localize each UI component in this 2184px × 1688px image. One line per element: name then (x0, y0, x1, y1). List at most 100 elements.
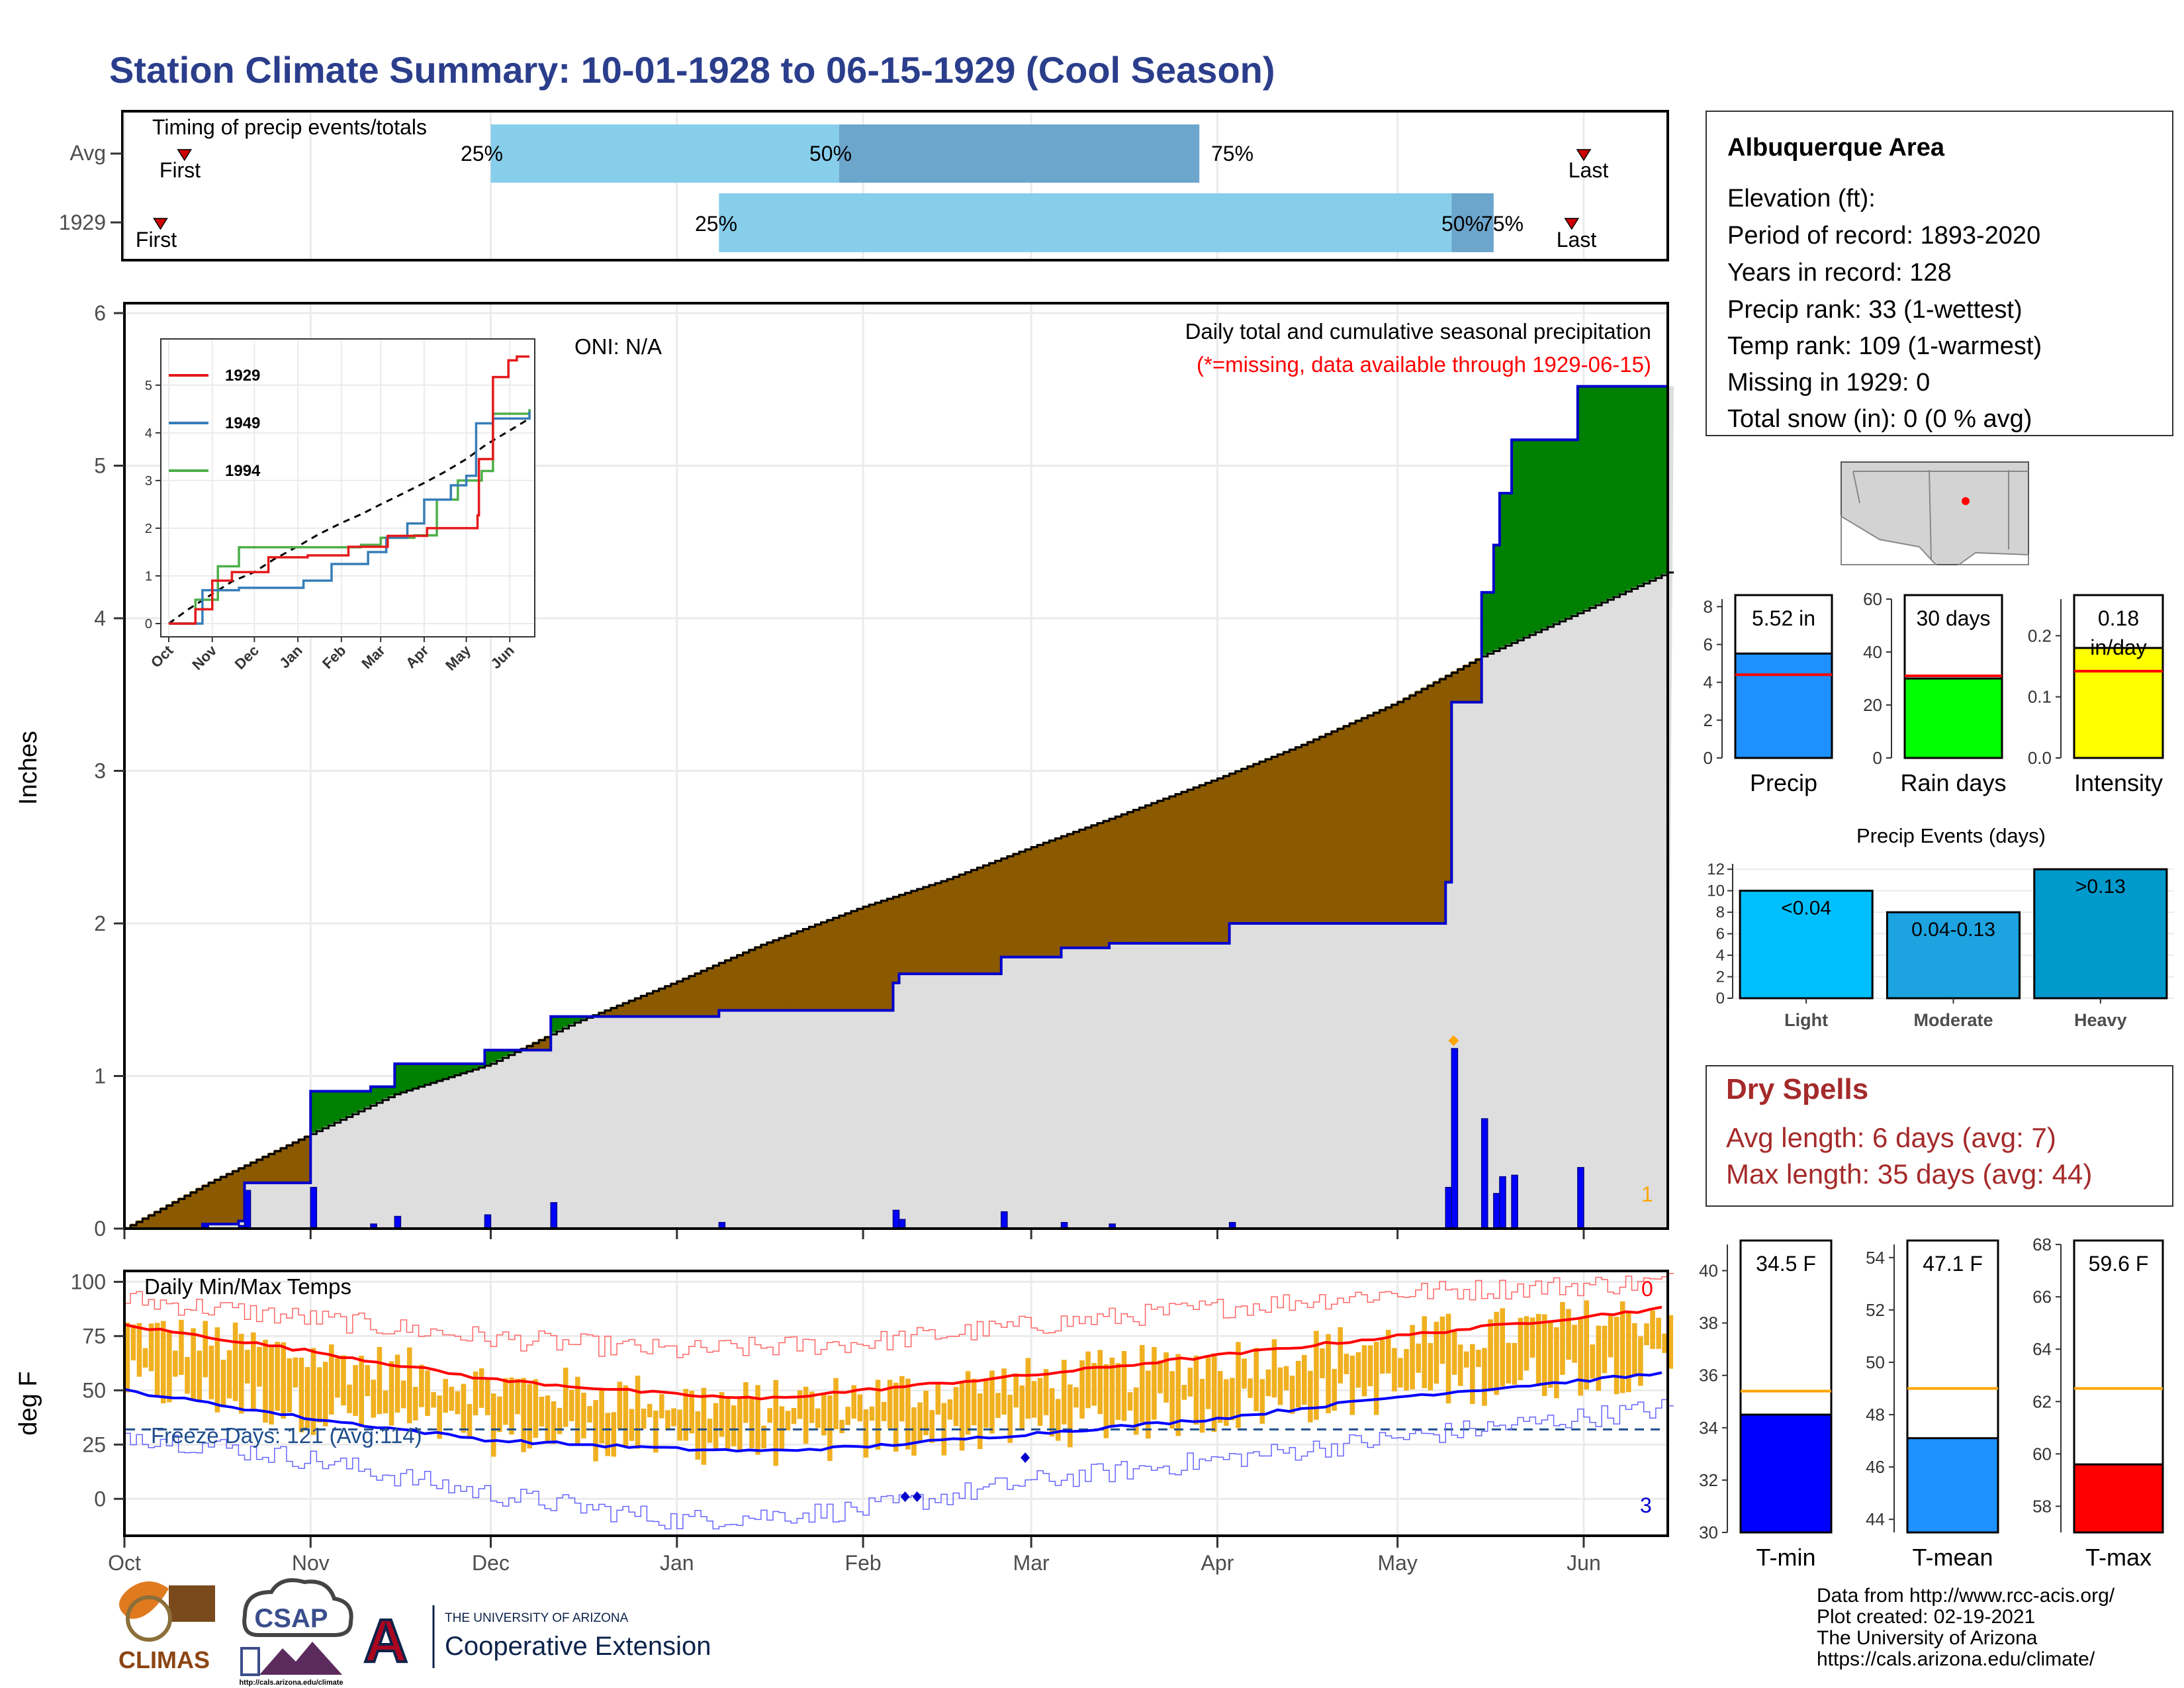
mini-bar-value (2073, 1463, 2164, 1534)
temperature-summary-charts: 30 32 34 36 38 40 34.5 F T-min 44 46 48 50 52 54 47.1 … (1699, 1235, 2176, 1571)
events-bar (2033, 868, 2168, 1000)
precip-deficit-area (539, 1039, 545, 1051)
precip-deficit-area (238, 1166, 246, 1221)
temp-daily-range-bar (1404, 1348, 1409, 1391)
precip-deficit-area (1391, 703, 1398, 923)
temp-daily-range-bar (406, 1347, 412, 1424)
mini-y-tick-label: 2 (1704, 710, 1713, 730)
mini-y-tick-label: 32 (1699, 1470, 1718, 1490)
precip-deficit-area (214, 1178, 221, 1225)
precip-cumulative-line (124, 385, 1668, 1230)
precip-daily-bar (550, 1202, 558, 1229)
precip-deficit-area (1361, 716, 1368, 923)
timing-1929-25-label: 25% (695, 212, 737, 236)
precip-deficit-area (244, 1164, 251, 1183)
precip-daily-bar (1480, 1118, 1488, 1229)
precip-surplus-area (412, 1064, 420, 1088)
record-low-marker (912, 1491, 922, 1502)
precip-deficit-area (983, 864, 990, 974)
precip-deficit-area (1205, 782, 1212, 943)
precip-surplus-area (418, 1064, 426, 1086)
temp-daily-range-bar (1554, 1327, 1559, 1399)
csap-logo-text: CSAP (254, 1604, 328, 1633)
temp-daily-range-bar (503, 1378, 508, 1425)
precip-surplus-area (310, 1091, 317, 1133)
precip-deficit-area (256, 1158, 263, 1183)
timing-first-marker (177, 149, 193, 162)
precip-deficit-area (641, 994, 648, 1017)
temp-daily-range-bar (845, 1407, 850, 1425)
precip-deficit-area (905, 892, 912, 974)
temp-daily-range-bar (275, 1342, 280, 1411)
precip-surplus-area (371, 1086, 377, 1105)
temp-daily-range-bar (1482, 1348, 1487, 1406)
precip-deficit-area (688, 974, 696, 1017)
temp-daily-range-bar (322, 1362, 328, 1427)
temp-daily-range-bar (1277, 1367, 1283, 1405)
record-low-marker (1021, 1452, 1030, 1463)
inset-frame (160, 338, 535, 637)
month-tick-label: Nov (292, 1551, 330, 1575)
temp-daily-range-bar (1614, 1317, 1619, 1395)
events-bar-label: <0.04 (1781, 898, 1831, 919)
mini-y-tick-label: 66 (2032, 1287, 2052, 1307)
temp-daily-range-bar (203, 1321, 208, 1378)
temp-daily-range-bar (461, 1383, 467, 1433)
temp-daily-range-bar (1535, 1313, 1541, 1387)
precip-deficit-area (749, 949, 756, 1011)
precip-deficit-area (803, 927, 810, 1011)
mini-chart-title: Intensity (2074, 769, 2163, 796)
temp-daily-range-bar (1152, 1346, 1157, 1420)
station-line-years: Years in record: 128 (1727, 259, 1952, 287)
temp-daily-range-bar (1091, 1363, 1097, 1406)
timing-first-marker (153, 218, 168, 230)
temp-daily-range-bar (569, 1389, 574, 1421)
temp-daily-range-bar (719, 1392, 725, 1437)
precip-deficit-area (833, 916, 840, 1011)
climas-logo-sun (169, 1585, 215, 1622)
month-tick-label: Jun (1567, 1551, 1601, 1575)
precip-deficit-area (676, 980, 684, 1017)
precip-deficit-area (1421, 687, 1428, 923)
temp-daily-range-bar (767, 1408, 772, 1423)
temp-daily-range-bar (1314, 1331, 1319, 1420)
events-y-tick-label: 12 (1707, 861, 1725, 878)
temp-daily-range-bar (1524, 1316, 1529, 1371)
temp-daily-range-bar (713, 1403, 719, 1450)
precip-deficit-area (779, 937, 786, 1011)
precip-deficit-area (1067, 833, 1074, 948)
precip-deficit-area (268, 1152, 275, 1183)
temp-daily-range-bar (1308, 1370, 1313, 1423)
mini-y-tick-label: 40 (1863, 642, 1882, 662)
temp-daily-range-bar (743, 1382, 749, 1423)
temp-daily-range-bar (1428, 1342, 1433, 1391)
temp-daily-range-bar (1506, 1342, 1512, 1384)
precip-daily-bar (1577, 1167, 1584, 1229)
events-bar-label: 0.04-0.13 (1911, 919, 1995, 941)
temp-daily-range-bar (383, 1390, 388, 1414)
temp-daily-range-bar (923, 1390, 929, 1436)
temp-daily-range-bar (1115, 1363, 1121, 1421)
mini-value-label: 30 days (1916, 606, 1990, 630)
precip-deficit-area (1247, 765, 1254, 923)
precip-deficit-area (184, 1194, 191, 1229)
temp-daily-range-bar (1055, 1399, 1061, 1441)
month-tick-label: Apr (1201, 1551, 1234, 1575)
temp-daily-range-bar (1488, 1319, 1493, 1391)
temp-daily-range-bar (371, 1380, 377, 1418)
footer-data-source: Data from http://www.rcc-acis.org/ (1817, 1585, 2115, 1607)
timing-bar-25-50 (719, 193, 1452, 252)
temp-daily-range-bar (641, 1408, 647, 1429)
inset-gridlines (162, 340, 533, 635)
temp-daily-range-bar (629, 1409, 635, 1441)
temp-count-bottom: 3 (1640, 1493, 1652, 1517)
temp-y-label: deg F (15, 1371, 42, 1435)
temp-daily-range-bar (1271, 1339, 1277, 1398)
temp-daily-range-bar (335, 1358, 340, 1398)
temp-daily-range-bar (1019, 1385, 1025, 1429)
temp-daily-range-bar (1445, 1313, 1451, 1404)
precip-deficit-area (977, 867, 984, 974)
precip-surplus-area (1602, 386, 1608, 602)
page-title: Station Climate Summary: 10-01-1928 to 0… (109, 49, 1275, 91)
mini-y-tick-label: 0.0 (2028, 748, 2052, 768)
